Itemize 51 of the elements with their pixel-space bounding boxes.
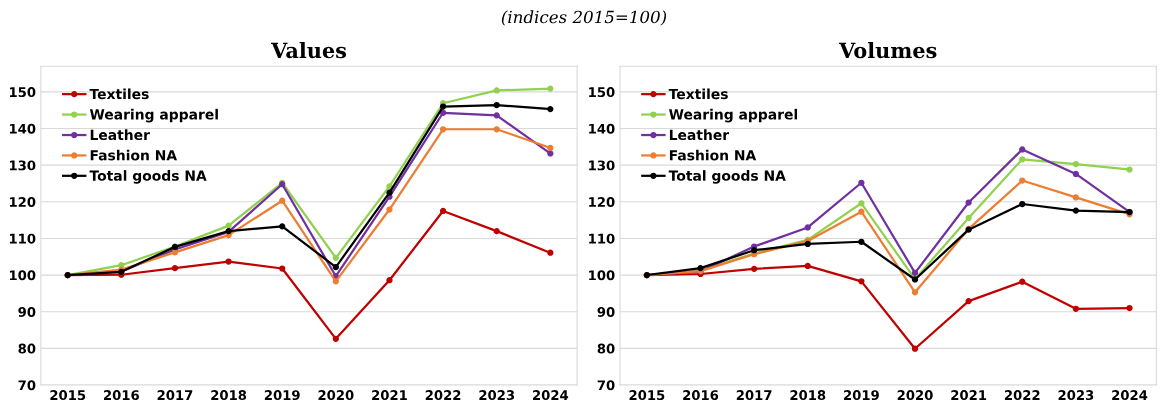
- y-tick-label: 70: [18, 380, 36, 391]
- chart-subtitle: (indices 2015=100): [501, 10, 667, 26]
- x-tick-label: 2018: [790, 390, 826, 401]
- y-tick-label: 100: [589, 270, 615, 281]
- legend-label: Textiles: [89, 88, 149, 100]
- x-tick-label: 2023: [1058, 390, 1094, 401]
- y-tick-label: 110: [9, 233, 36, 244]
- legend-label: Fashion NA: [90, 149, 178, 161]
- y-tick-label: 130: [589, 160, 615, 171]
- legend-label: Total goods NA: [89, 170, 207, 184]
- x-tick-label: 2016: [683, 390, 719, 401]
- x-tick-label: 2018: [211, 390, 247, 401]
- x-tick-label: 2023: [479, 390, 515, 401]
- x-tick-label: 2019: [264, 390, 300, 401]
- chart-title: Volumes: [838, 42, 937, 59]
- y-tick-label: 150: [9, 87, 36, 98]
- y-tick-label: 80: [597, 343, 615, 354]
- x-tick-label: 2021: [372, 390, 407, 401]
- x-tick-label: 2024: [1112, 390, 1148, 401]
- y-tick-label: 110: [589, 233, 615, 244]
- y-tick-label: 90: [18, 306, 36, 317]
- x-tick-label: 2022: [1004, 390, 1040, 401]
- x-tick-label: 2015: [50, 390, 86, 401]
- legend-label: Total goods NA: [668, 170, 786, 184]
- x-tick-label: 2020: [318, 390, 354, 401]
- legend-label: Textiles: [668, 88, 728, 100]
- y-tick-label: 80: [18, 343, 36, 354]
- legend-label: Leather: [669, 129, 730, 141]
- x-tick-label: 2021: [951, 390, 987, 401]
- legend-label: Leather: [90, 129, 150, 141]
- x-tick-label: 2015: [629, 390, 665, 401]
- chart-title: Values: [270, 42, 347, 59]
- y-tick-label: 100: [9, 270, 36, 281]
- legend-label: Fashion NA: [669, 149, 757, 161]
- x-tick-label: 2022: [425, 390, 461, 401]
- y-tick-label: 140: [589, 123, 615, 134]
- x-tick-label: 2017: [157, 390, 193, 401]
- y-tick-label: 70: [597, 380, 615, 391]
- x-tick-label: 2016: [104, 390, 139, 401]
- y-tick-label: 120: [589, 197, 615, 208]
- y-tick-label: 120: [9, 197, 36, 208]
- x-tick-label: 2019: [844, 390, 879, 401]
- x-tick-label: 2017: [736, 390, 772, 401]
- x-tick-label: 2024: [533, 390, 569, 401]
- y-tick-label: 140: [9, 123, 36, 134]
- y-tick-label: 150: [589, 87, 615, 98]
- x-tick-label: 2020: [897, 390, 933, 401]
- y-tick-label: 130: [9, 160, 36, 171]
- legend-label: Wearing apparel: [89, 108, 218, 123]
- y-tick-label: 90: [597, 306, 615, 317]
- legend-label: Wearing apparel: [669, 108, 798, 123]
